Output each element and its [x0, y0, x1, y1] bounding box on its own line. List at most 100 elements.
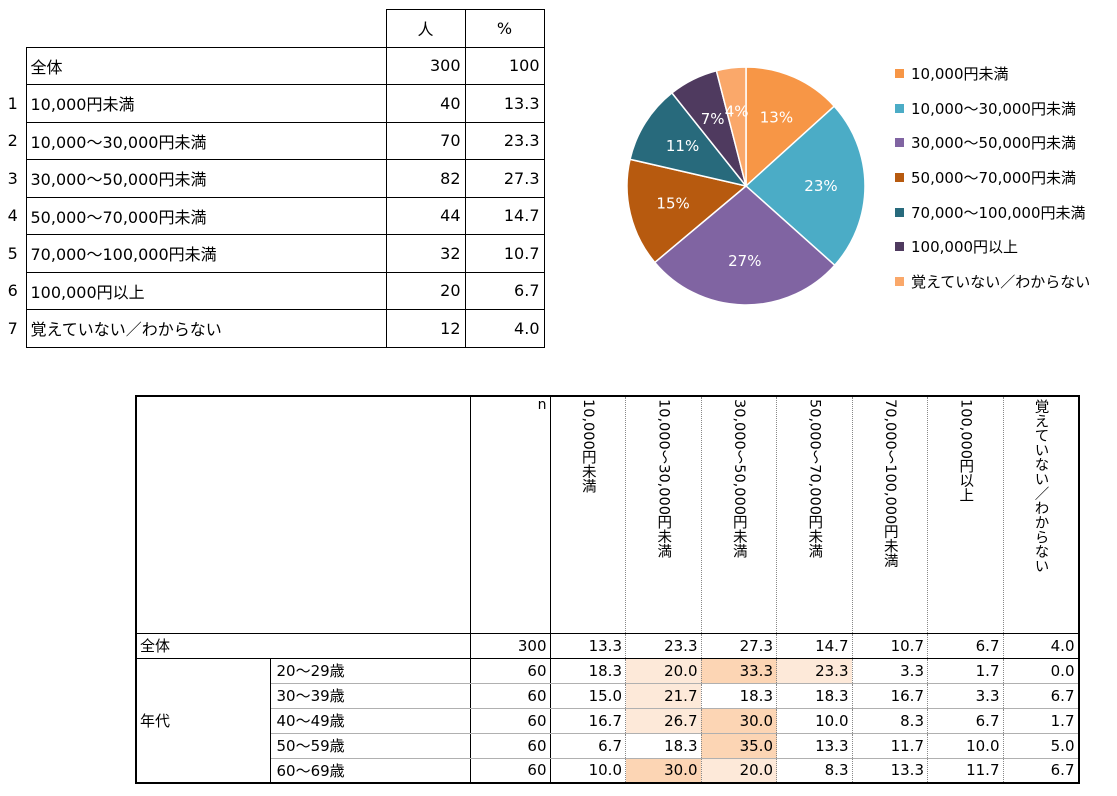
total-row-n: 300	[470, 632, 551, 659]
row-value: 8.3	[852, 708, 928, 734]
row-value: 20.0	[625, 658, 702, 684]
pie-slice	[629, 91, 748, 188]
row-count: 44	[385, 196, 466, 235]
row-value: 1.7	[1003, 708, 1080, 734]
pie-slice-label: 13%	[760, 108, 793, 126]
legend-label: 10,000円未満	[911, 64, 1009, 83]
pie-slice-label: 11%	[666, 137, 699, 155]
column-header-label: 10,000～30,000円未満	[655, 399, 672, 559]
crosstab-row: 年代 20～29歳 60 18.3 20.0 33.3 23.3 3.3 1.7 0.0	[135, 658, 1080, 784]
pie-slice	[626, 158, 748, 264]
total-row-value: 23.3	[625, 632, 702, 659]
summary-row: 6 100,000円以上 20 6.7	[0, 271, 545, 310]
column-header: 覚えていない／わからない	[1003, 395, 1080, 633]
crosstab-row: 50～59歳 60 6.7 18.3 35.0 13.3 11.7 10.0 5.0	[136, 733, 1080, 759]
row-value: 26.7	[625, 708, 702, 734]
row-index: 5	[7, 243, 18, 263]
pie-slice-label: 15%	[656, 195, 689, 213]
total-percent: 100	[464, 46, 545, 85]
row-count: 70	[385, 121, 466, 160]
column-header-label: 覚えていない／わからない	[1032, 399, 1049, 573]
row-value: 13.3	[776, 733, 853, 759]
row-value: 10.0	[927, 733, 1004, 759]
pie-slice	[715, 66, 747, 187]
summary-table: 人 % 全体 300 100 1 10,000円未満 40 13.3 2 10,000～3…	[0, 9, 545, 348]
crosstab-row: 30～39歳 60 15.0 21.7 18.3 18.3 16.7 3.3 6.7	[136, 683, 1080, 709]
legend-swatch	[895, 172, 904, 182]
row-percent: 4.0	[464, 309, 545, 348]
total-row-label: 全体	[135, 632, 471, 659]
row-n: 60	[470, 683, 551, 709]
row-value: 8.3	[776, 758, 853, 784]
row-label: 70,000～100,000円未満	[25, 234, 387, 273]
summary-row: 7 覚えていない／わからない 12 4.0	[0, 309, 545, 348]
count-header: 人	[385, 9, 466, 48]
row-label: 覚えていない／わからない	[25, 309, 387, 348]
crosstab-table: n 10,000円未満 10,000～30,000円未満 30,000～50,000円…	[135, 395, 1080, 784]
row-percent: 6.7	[464, 271, 545, 310]
total-row-value: 6.7	[927, 632, 1004, 659]
row-value: 10.0	[776, 708, 853, 734]
legend-swatch	[895, 242, 904, 252]
legend-item: 10,000円未満	[895, 56, 1090, 91]
row-value: 16.7	[550, 708, 626, 734]
row-value: 6.7	[1003, 683, 1080, 709]
summary-total-row: 全体 300 100	[0, 46, 545, 85]
row-value: 5.0	[1003, 733, 1080, 759]
row-label: 10,000～30,000円未満	[25, 121, 387, 160]
legend-label: 50,000～70,000円未満	[911, 168, 1076, 187]
column-header: 30,000～50,000円未満	[701, 395, 777, 633]
total-row-value: 27.3	[701, 632, 777, 659]
summary-row: 5 70,000～100,000円未満 32 10.7	[0, 234, 545, 273]
column-header-label: 100,000円以上	[957, 399, 974, 503]
row-value: 13.3	[852, 758, 928, 784]
column-header-label: 70,000～100,000円未満	[881, 399, 898, 568]
total-label: 全体	[25, 46, 387, 85]
row-label: 20～29歳	[270, 658, 471, 684]
row-label: 50～59歳	[270, 733, 471, 759]
row-n: 60	[470, 658, 551, 684]
row-percent: 14.7	[464, 196, 545, 235]
total-count: 300	[385, 46, 466, 85]
legend-label: 覚えていない／わからない	[911, 272, 1091, 291]
row-label: 60～69歳	[270, 758, 471, 784]
row-percent: 27.3	[464, 159, 545, 198]
n-header: n	[470, 395, 551, 633]
total-row-value: 13.3	[550, 632, 626, 659]
row-count: 32	[385, 234, 466, 273]
row-value: 6.7	[927, 708, 1004, 734]
legend-swatch	[895, 207, 904, 217]
row-label: 50,000～70,000円未満	[25, 196, 387, 235]
row-n: 60	[470, 733, 551, 759]
legend-label: 30,000～50,000円未満	[911, 134, 1076, 153]
total-row-value: 4.0	[1003, 632, 1080, 659]
legend-swatch	[895, 276, 904, 286]
crosstab-header-row: n 10,000円未満 10,000～30,000円未満 30,000～50,000円…	[135, 395, 1080, 633]
column-header-label: 10,000円未満	[579, 399, 596, 494]
row-value: 10.0	[550, 758, 626, 784]
row-index: 6	[7, 281, 18, 301]
row-count: 12	[385, 309, 466, 348]
pie-slice-label: 27%	[728, 252, 761, 270]
row-percent: 10.7	[464, 234, 545, 273]
pie-slice	[744, 105, 866, 267]
legend-swatch	[895, 103, 904, 113]
crosstab-row: 40～49歳 60 16.7 26.7 30.0 10.0 8.3 6.7 1.7	[136, 708, 1080, 734]
legend-label: 100,000円以上	[911, 238, 1019, 257]
pie-slice-label: 23%	[804, 177, 837, 195]
column-header-label: 50,000～70,000円未満	[806, 399, 823, 559]
column-header: 10,000～30,000円未満	[625, 395, 702, 633]
row-label: 30～39歳	[270, 683, 471, 709]
row-label: 30,000～50,000円未満	[25, 159, 387, 198]
legend-swatch	[895, 68, 904, 78]
row-n: 60	[470, 708, 551, 734]
row-value: 30.0	[625, 758, 702, 784]
row-value: 18.3	[701, 683, 777, 709]
total-row-value: 10.7	[852, 632, 928, 659]
crosstab-row: 60～69歳 60 10.0 30.0 20.0 8.3 13.3 11.7 6.7	[136, 758, 1080, 784]
legend-label: 10,000～30,000円未満	[911, 99, 1076, 118]
row-n: 60	[470, 758, 551, 784]
row-value: 0.0	[1003, 658, 1080, 684]
row-index: 4	[7, 206, 18, 226]
row-value: 11.7	[927, 758, 1004, 784]
